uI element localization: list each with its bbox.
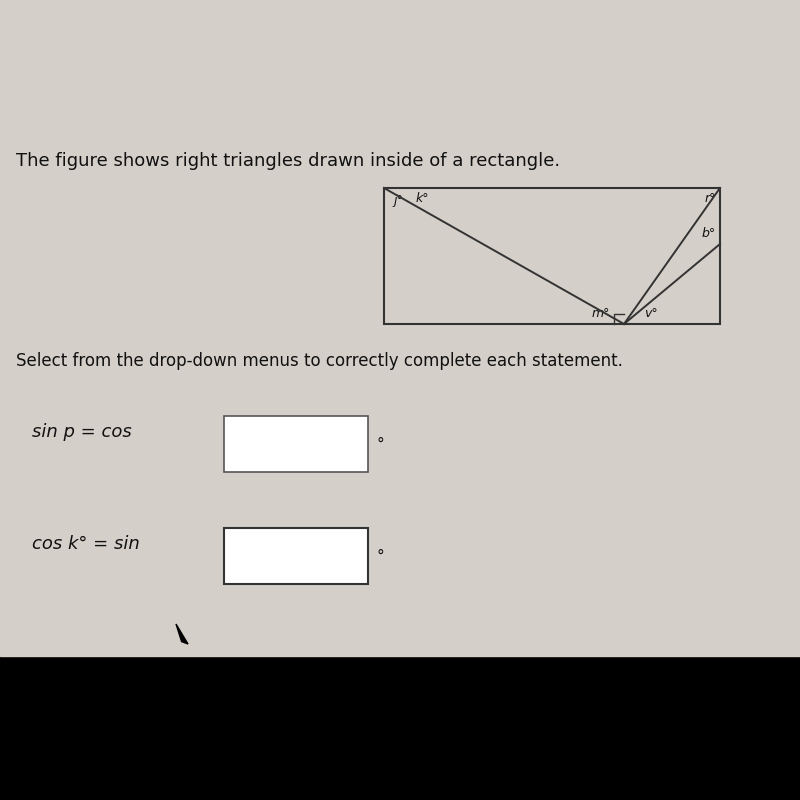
Text: k°: k° xyxy=(416,192,430,205)
Text: Choose...: Choose... xyxy=(240,437,304,451)
Text: °: ° xyxy=(376,437,384,451)
Text: b°: b° xyxy=(702,227,716,240)
Text: ⌄: ⌄ xyxy=(350,438,362,450)
Text: sin p = cos: sin p = cos xyxy=(32,423,132,441)
Text: Choose...: Choose... xyxy=(240,549,304,563)
Text: j°: j° xyxy=(394,194,403,207)
Text: r°: r° xyxy=(705,192,716,205)
Text: v°: v° xyxy=(644,307,658,320)
FancyBboxPatch shape xyxy=(224,528,368,584)
Text: °: ° xyxy=(376,549,384,563)
Text: m°: m° xyxy=(592,307,610,320)
Text: cos k° = sin: cos k° = sin xyxy=(32,535,140,553)
FancyBboxPatch shape xyxy=(224,416,368,472)
Text: The figure shows right triangles drawn inside of a rectangle.: The figure shows right triangles drawn i… xyxy=(16,152,560,170)
Text: ⌄: ⌄ xyxy=(350,550,362,562)
Text: Select from the drop-down menus to correctly complete each statement.: Select from the drop-down menus to corre… xyxy=(16,352,623,370)
Polygon shape xyxy=(176,624,188,644)
Bar xyxy=(384,188,720,324)
